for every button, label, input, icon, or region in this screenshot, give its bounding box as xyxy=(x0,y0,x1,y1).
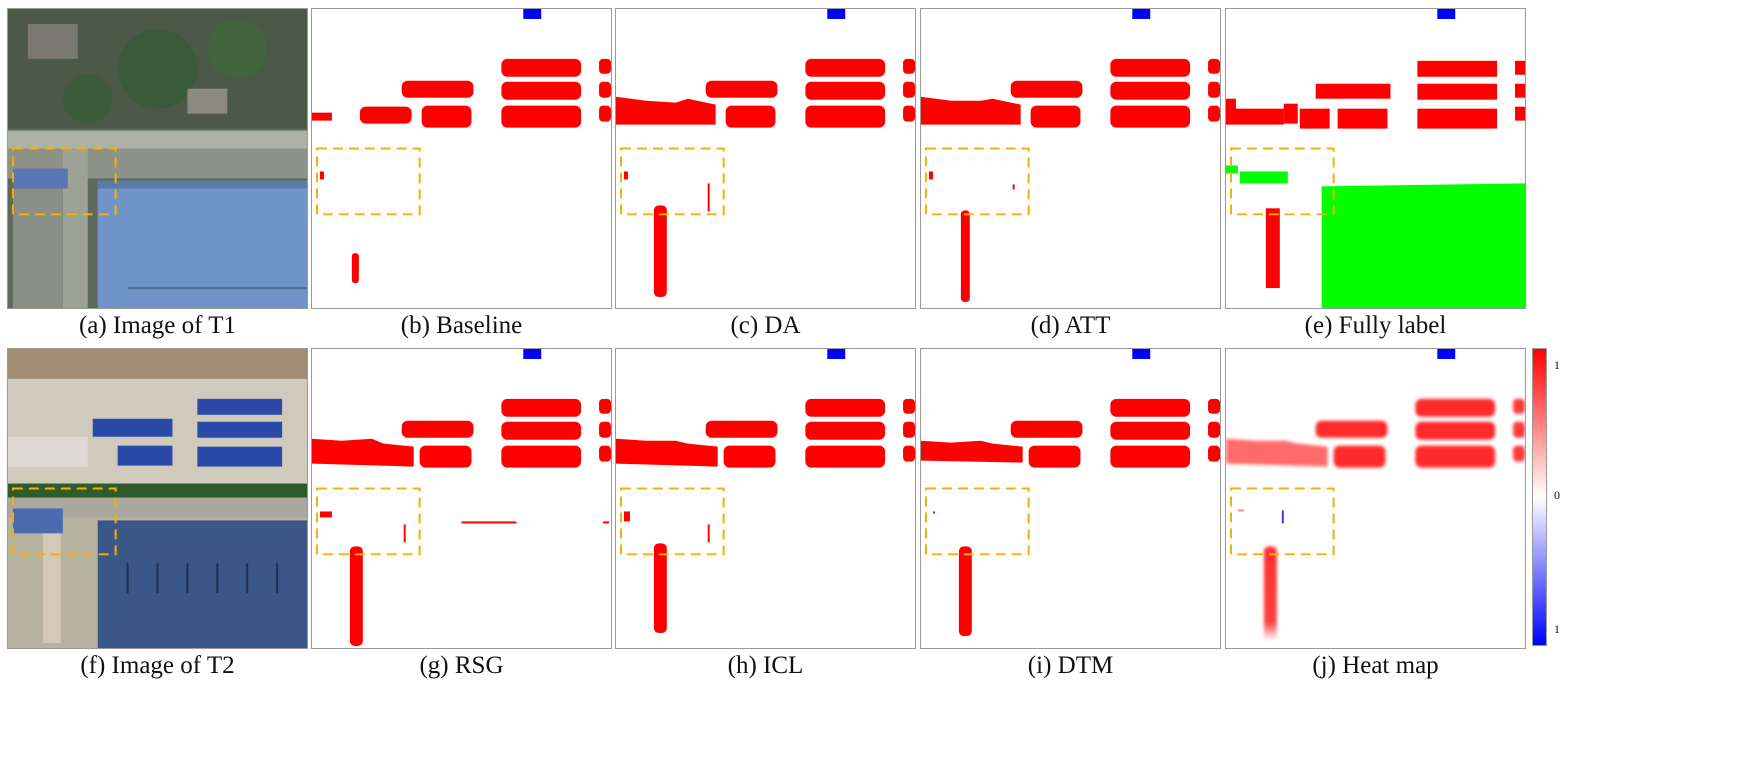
mask-att xyxy=(921,9,1220,303)
colorbar xyxy=(1532,348,1547,646)
satellite-image-t1 xyxy=(8,9,307,308)
heat-map xyxy=(1226,349,1525,642)
caption-i: (i) DTM xyxy=(1027,652,1114,679)
mask-da xyxy=(616,9,915,298)
mask-icl xyxy=(616,349,915,634)
mask-rsg xyxy=(312,349,611,647)
caption-a: (a) Image of T1 xyxy=(78,312,237,339)
satellite-image-t2 xyxy=(8,349,307,648)
highlight-box xyxy=(11,487,117,556)
panel-c-da xyxy=(615,8,916,309)
mask-baseline xyxy=(312,9,611,284)
colorbar-tick-bottom: 1 xyxy=(1554,622,1560,636)
panel-b-baseline xyxy=(311,8,612,309)
caption-h: (h) ICL xyxy=(727,652,804,679)
mask-dtm xyxy=(921,349,1220,637)
colorbar-tick-middle: 0 xyxy=(1554,488,1560,502)
panel-i-dtm xyxy=(920,348,1221,649)
panel-a-image-t1 xyxy=(7,8,308,309)
highlight-box xyxy=(11,147,117,216)
caption-c: (c) DA xyxy=(730,312,801,339)
panel-d-att xyxy=(920,8,1221,309)
panel-g-rsg xyxy=(311,348,612,649)
caption-j: (j) Heat map xyxy=(1312,652,1439,679)
caption-g: (g) RSG xyxy=(419,652,504,679)
colorbar-tick-top: 1 xyxy=(1554,358,1560,372)
panel-h-icl xyxy=(615,348,916,649)
caption-b: (b) Baseline xyxy=(400,312,523,339)
mask-fully-label xyxy=(1226,9,1525,308)
panel-f-image-t2 xyxy=(7,348,308,649)
panel-j-heat-map xyxy=(1225,348,1526,649)
panel-e-fully-label xyxy=(1225,8,1526,309)
caption-f: (f) Image of T2 xyxy=(80,652,235,679)
caption-e: (e) Fully label xyxy=(1304,312,1447,339)
caption-d: (d) ATT xyxy=(1030,312,1111,339)
